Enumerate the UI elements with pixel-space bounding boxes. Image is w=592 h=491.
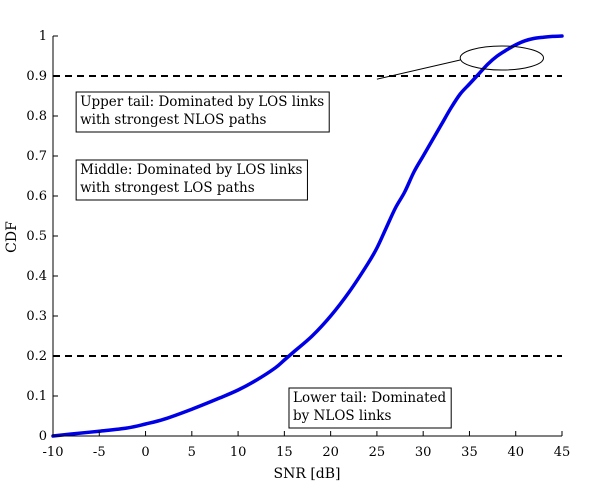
cdf-series-line <box>51 34 564 438</box>
annotation-frame <box>288 387 452 429</box>
y-tick-label: 0.2 <box>26 349 47 364</box>
x-tick-label: 35 <box>461 445 478 460</box>
series-layer <box>51 34 564 438</box>
annotations: Upper tail: Dominated by LOS links with s… <box>75 45 544 429</box>
y-tick-label: 0.7 <box>26 149 47 164</box>
annotation-box: Upper tail: Dominated by LOS links with s… <box>75 91 330 133</box>
x-axis-label: SNR [dB] <box>273 466 340 482</box>
x-tick-label: -5 <box>93 445 106 460</box>
x-tick-label: 25 <box>369 445 386 460</box>
y-tick-label: 0.1 <box>26 389 47 404</box>
y-tick-label: 0.4 <box>26 269 47 284</box>
x-tick-label: 0 <box>141 445 149 460</box>
y-tick-label: 1 <box>39 29 47 44</box>
y-tick-label: 0.8 <box>26 109 47 124</box>
y-tick-label: 0 <box>39 429 47 444</box>
x-tick-label: 20 <box>322 445 339 460</box>
axes: -10 -5 0 5 10 15 20 25 30 35 40 45 0 0.1 0.2 0.3 0.4 0.5… <box>26 29 570 460</box>
annotation-text: Middle: Dominated by LOS links <box>80 162 302 178</box>
annotation-text: Upper tail: Dominated by LOS links <box>80 94 324 110</box>
x-tick-label: -10 <box>43 445 64 460</box>
y-ticks: 0 0.1 0.2 0.3 0.4 0.5 0.6 0.7 0.8 0.9 1 <box>26 29 58 444</box>
annotation-frame <box>75 159 308 201</box>
y-axis-label: CDF <box>4 221 20 253</box>
annotation-box: Middle: Dominated by LOS links with stron… <box>75 159 308 201</box>
x-tick-label: 40 <box>507 445 524 460</box>
annotation-box: Lower tail: Dominated by NLOS links <box>288 387 452 429</box>
x-tick-label: 15 <box>276 445 293 460</box>
y-tick-label: 0.3 <box>26 309 47 324</box>
y-tick-label: 0.9 <box>26 69 47 84</box>
annotation-frame <box>75 91 330 133</box>
x-tick-label: 30 <box>415 445 432 460</box>
y-tick-label: 0.6 <box>26 189 47 204</box>
x-tick-label: 10 <box>230 445 247 460</box>
highlight-ellipse <box>459 45 544 71</box>
leader-line <box>376 59 461 80</box>
annotation-text: Lower tail: Dominated <box>293 390 447 406</box>
annotation-text: by NLOS links <box>293 408 391 424</box>
annotation-text: with strongest LOS paths <box>80 180 255 196</box>
x-tick-label: 5 <box>188 445 196 460</box>
annotation-text: with strongest NLOS paths <box>80 112 266 128</box>
x-tick-label: 45 <box>554 445 571 460</box>
x-ticks: -10 -5 0 5 10 15 20 25 30 35 40 45 <box>43 431 571 460</box>
y-tick-label: 0.5 <box>26 229 47 244</box>
